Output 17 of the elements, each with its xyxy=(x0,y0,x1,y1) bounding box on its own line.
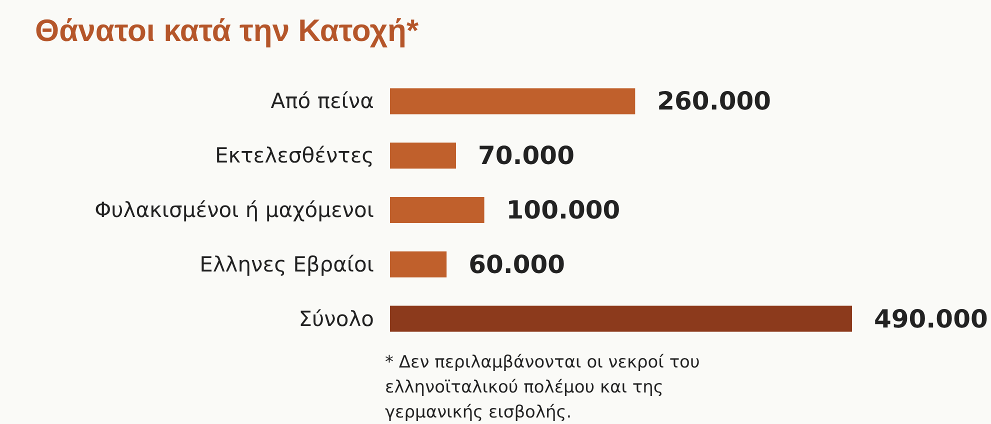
bar xyxy=(390,306,852,332)
data-label: 100.000 xyxy=(506,196,620,224)
y-tick-label: Ελληνες Εβραίοι xyxy=(200,252,374,276)
data-label: 260.000 xyxy=(657,86,772,116)
data-label: 490.000 xyxy=(874,304,988,334)
y-tick-label: Από πείνα xyxy=(270,89,374,114)
text: * Δεν περιλαμβάνονται οι νεκροί του ελληνοϊταλικού πολέμου και της γερμανικής εισβολής. xyxy=(385,352,706,422)
chart-title: Θάνατοι κατά την Κατοχή* xyxy=(35,13,420,48)
bar xyxy=(390,88,636,114)
data-label: 60.000 xyxy=(468,250,566,279)
bar xyxy=(390,251,447,278)
y-tick-label: Σύνολο xyxy=(298,306,374,331)
bar xyxy=(390,197,484,223)
data-label: 70.000 xyxy=(478,141,574,170)
y-tick-label: Φυλακισμένοι ή μαχόμενοι xyxy=(94,198,374,222)
bar xyxy=(390,142,456,169)
y-tick-label: Εκτελεσθέντες xyxy=(215,144,374,168)
